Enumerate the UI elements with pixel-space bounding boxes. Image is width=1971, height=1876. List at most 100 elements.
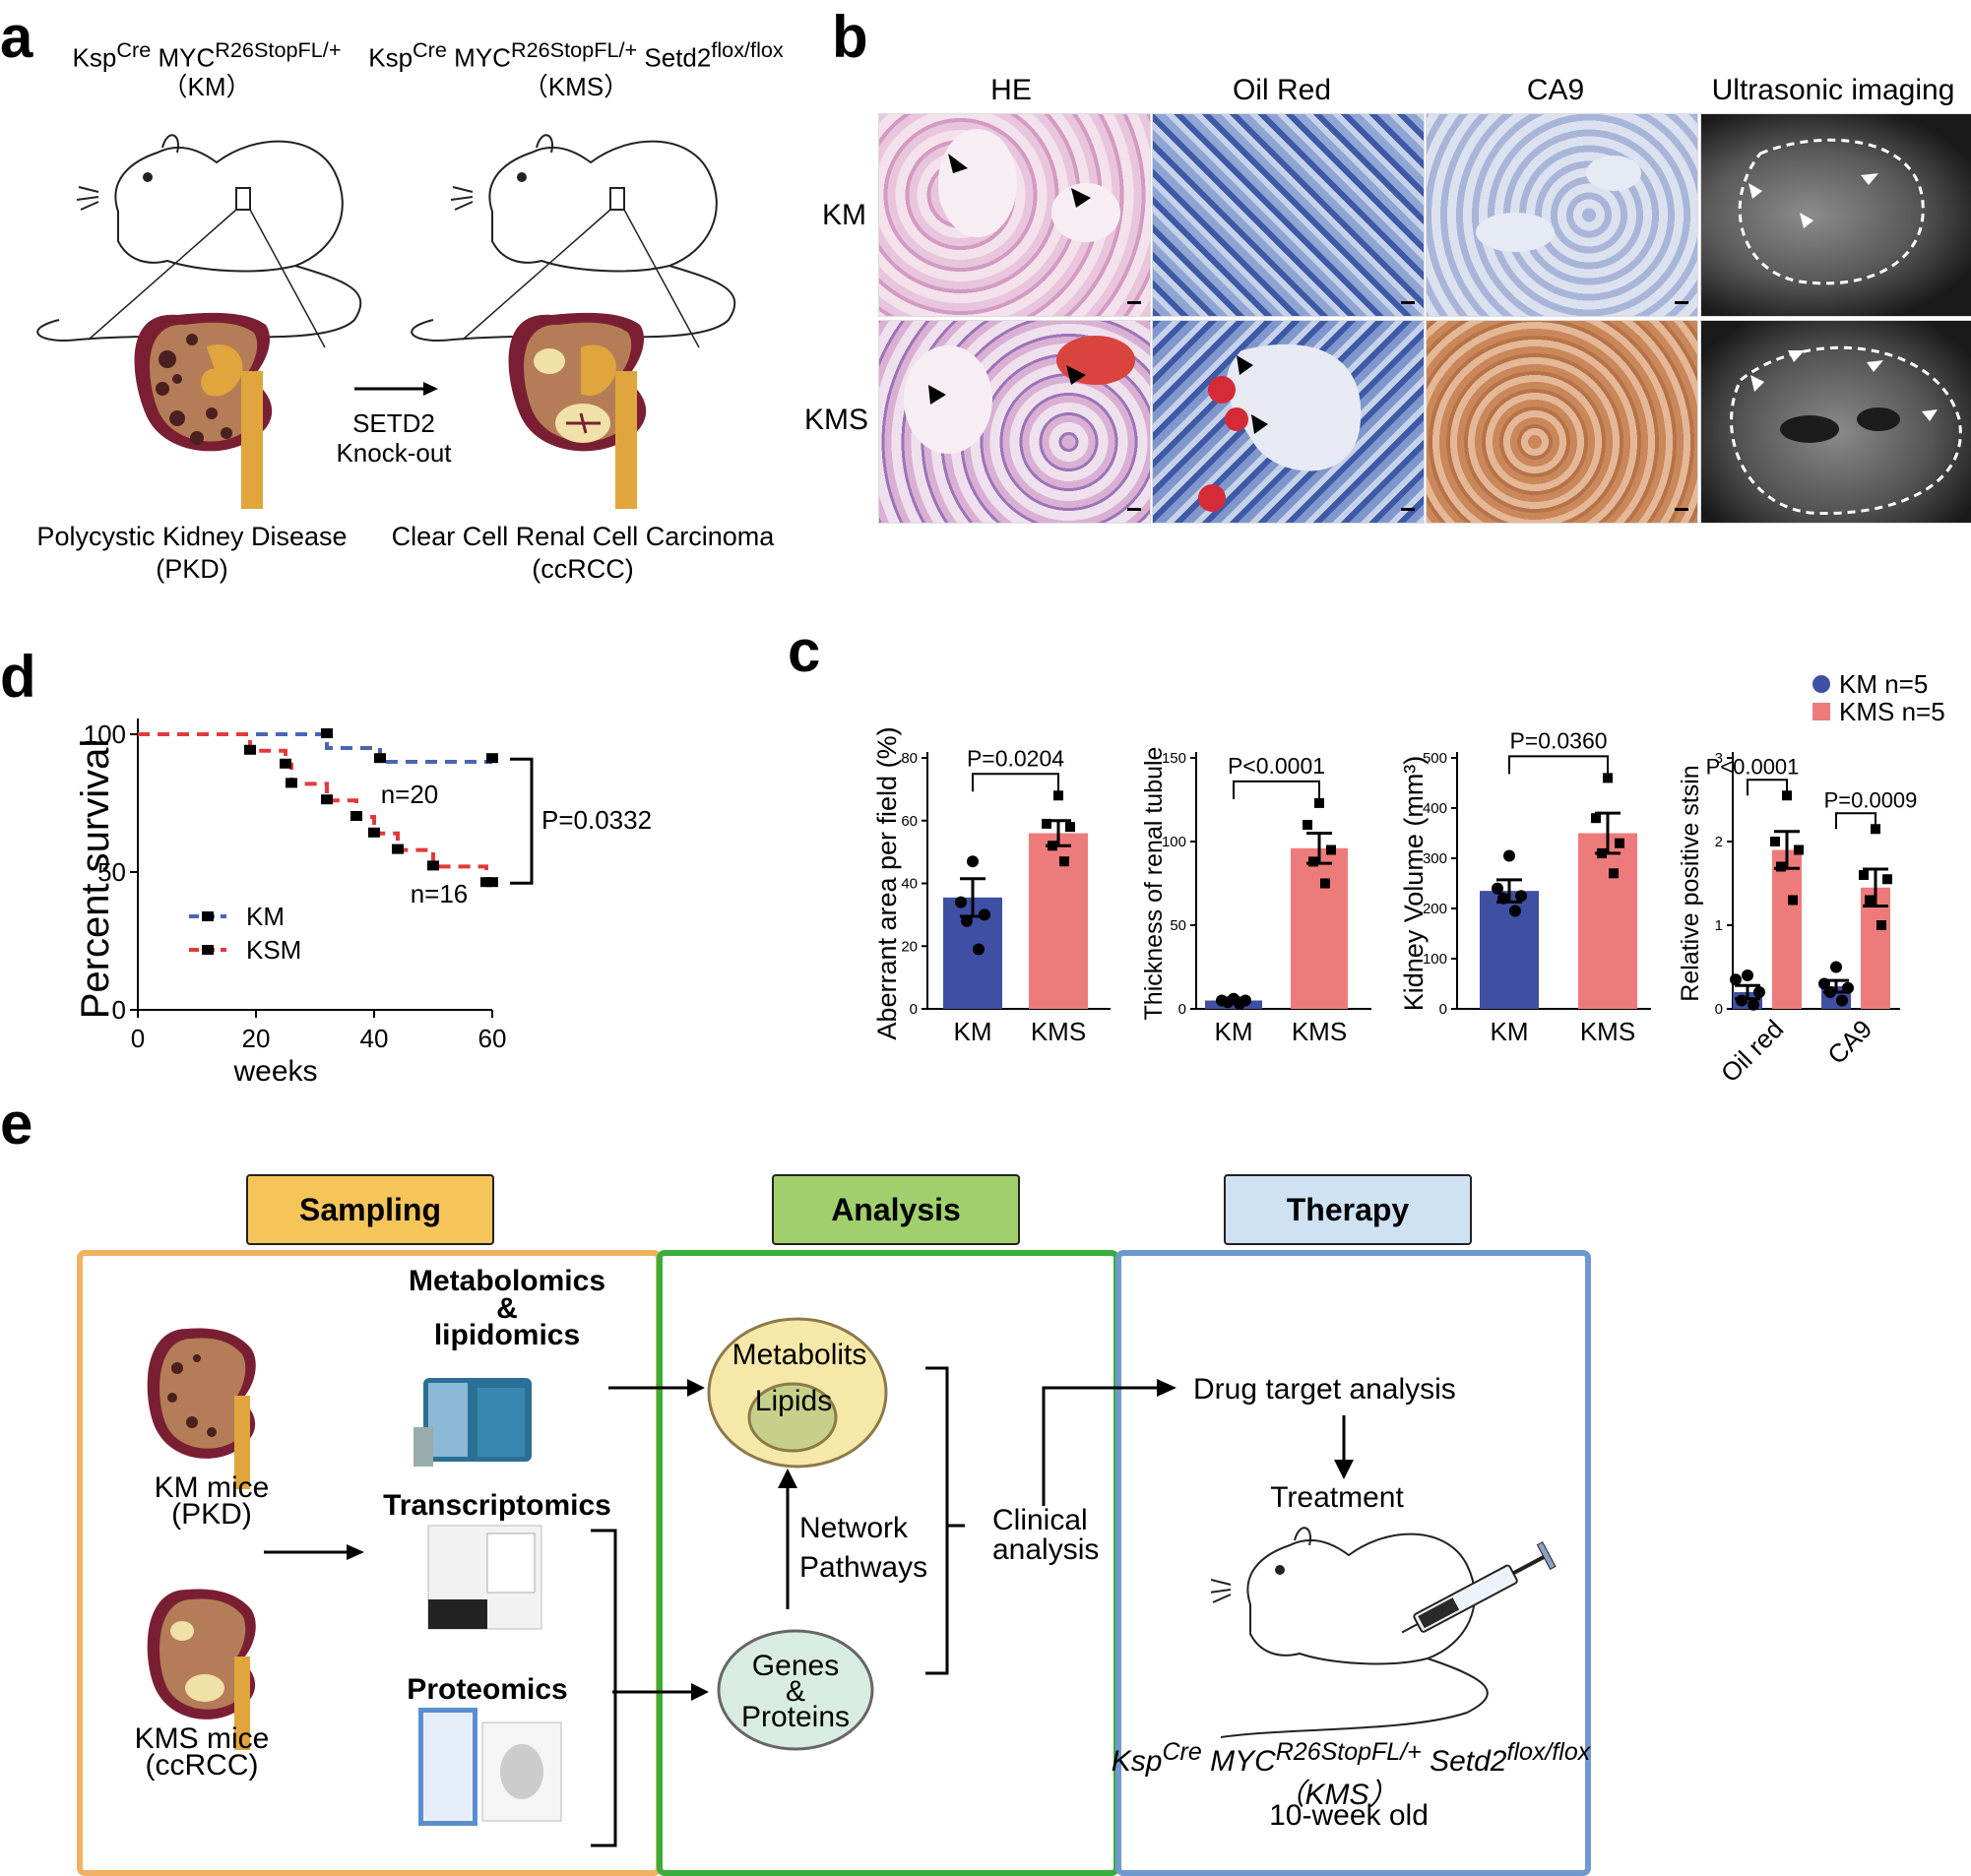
km-kidney-icon [147, 1328, 256, 1489]
d-xtick-label: 40 [360, 1024, 389, 1053]
sampling-instruments [264, 1378, 669, 1847]
chart-c2-ytick-label: 100 [1162, 834, 1186, 850]
d-censor-mark [321, 728, 333, 738]
lipids-ellipse [747, 1382, 838, 1453]
chart-c3-ytick-label: 400 [1423, 800, 1447, 817]
row-kms: KMS [804, 404, 869, 436]
chart-c2-point [1314, 797, 1324, 808]
d-ytick-label: 100 [84, 719, 126, 749]
therapy-tab: Therapy [1224, 1174, 1472, 1245]
panel-c-letter: c [788, 618, 821, 684]
panel-b-letter: b [832, 4, 868, 70]
d-pvalue: P=0.0332 [541, 805, 652, 835]
c4-point [1794, 844, 1804, 855]
arrow-to-treatment [1334, 1415, 1354, 1479]
d-censor-mark [286, 778, 297, 788]
chart-c2-point [1222, 996, 1234, 1009]
chart-c2-point [1308, 856, 1318, 867]
network-label: Network [799, 1512, 909, 1544]
c4-point [1736, 994, 1748, 1007]
c4-bar [1772, 849, 1802, 1009]
col-ultrasonic: Ultrasonic imaging [1711, 74, 1955, 106]
chart-c3-point [1492, 882, 1503, 895]
proteomics-instrument-icon [418, 1708, 562, 1826]
treated-mouse-drawing [1211, 1527, 1557, 1738]
chart-c3-ytick-label: 500 [1423, 750, 1447, 767]
panel-e-letter: e [0, 1091, 33, 1157]
kms-mice-sub: (ccRCC) [145, 1749, 259, 1782]
kms-mouse-drawing [411, 134, 736, 342]
sampling-kidneys [147, 1328, 256, 1750]
ccrcc-kidney-drawing [508, 312, 647, 509]
c4-point [1770, 837, 1780, 846]
col-ca9: CA9 [1526, 74, 1585, 106]
c-legend-marker-km [1812, 675, 1830, 693]
c-legend-marker-kms [1812, 703, 1830, 720]
chart-c3-point [1603, 773, 1613, 783]
d-censor-mark [486, 877, 498, 888]
chart-c1-ytick-label: 20 [901, 938, 918, 955]
genes-label: Genes [751, 1650, 840, 1682]
chart-c2-point [1234, 997, 1245, 1010]
d-x-axis-label: weeks [232, 1055, 317, 1088]
d-legend-label: KM [246, 902, 285, 931]
survival-chart: 0 50 100 0 20 40 60 weeks Percent survival n=20 n=… [74, 719, 652, 1088]
kms-kidney-icon [147, 1589, 256, 1750]
chart-c2-bar-kms [1291, 847, 1348, 1009]
c4-pvalue-bracket [1835, 812, 1876, 830]
c4-xlabel: Oil red [1715, 1014, 1789, 1088]
d-n-ksm: n=16 [411, 879, 469, 908]
chart-c1-ytick-label: 80 [901, 750, 918, 767]
c4-point [1753, 986, 1765, 998]
chart-c3-point [1597, 847, 1607, 858]
therapy-genotype: KspCre MYCR26StopFL/+ Setd2flox/flox [1111, 1738, 1591, 1778]
chart-c1-point [961, 914, 973, 927]
d-legend-marker [202, 911, 214, 921]
chart-c2-point [1320, 878, 1330, 889]
c4-point [1742, 969, 1753, 981]
c4-point [1876, 920, 1886, 930]
pkd-abbrev: (PKD) [156, 554, 228, 584]
chart-c2-ytick-label: 0 [1178, 1001, 1186, 1018]
proteins-label: Proteins [740, 1701, 851, 1733]
chart-c3-point [1515, 890, 1527, 903]
chart-c3-ytick-label: 200 [1423, 901, 1447, 917]
chart-c1-point [967, 855, 979, 868]
chart-c1-ytick-label: 0 [910, 1001, 918, 1018]
genes-amp: & [785, 1675, 806, 1708]
chart-c3-pvalue-bracket [1508, 755, 1609, 775]
c-legend-label: KM n=5 [1839, 669, 1928, 699]
chart-c3-pvalue: P=0.0360 [1509, 727, 1607, 753]
chart-c1-point [1059, 856, 1069, 867]
ko-label-2: Knock-out [336, 438, 452, 468]
sampling-tab: Sampling [246, 1174, 494, 1245]
proteomics-label: Proteomics [407, 1673, 568, 1706]
chart-c3-point [1609, 868, 1619, 879]
col-oilred: Oil Red [1232, 74, 1332, 106]
chart-c3-point [1497, 892, 1509, 905]
chart-c1-point [955, 896, 967, 908]
panel-a-letter: a [0, 4, 33, 70]
chart-c1-xlabel: KM [954, 1017, 992, 1046]
chart-c1-ylabel: Aberrant area per field (%) [872, 726, 902, 1039]
metabolomics-amp: & [496, 1292, 518, 1325]
analysis-diagram [707, 1317, 965, 1751]
chart-c3-point [1615, 838, 1624, 848]
tile-us-km [1700, 113, 1971, 317]
treatment-label: Treatment [1270, 1481, 1404, 1514]
c4-point [1748, 998, 1759, 1011]
c4-point [1824, 986, 1836, 998]
chart-c3-point [1509, 905, 1521, 917]
chart-c1-point [1048, 841, 1057, 851]
chart-c1-point [1053, 790, 1063, 801]
chart-c3-bar-km [1480, 891, 1539, 1009]
therapy-box [1115, 1250, 1591, 1876]
c4-point [1859, 870, 1869, 880]
kms-abbrev-label: （KMS） [522, 72, 630, 101]
d-ytick-label: 0 [112, 995, 126, 1025]
ccrcc-abbrev: (ccRCC) [532, 554, 634, 584]
c4-point [1818, 977, 1830, 990]
chart-c3-ytick-label: 0 [1439, 1001, 1447, 1018]
d-censor-mark [427, 860, 439, 871]
